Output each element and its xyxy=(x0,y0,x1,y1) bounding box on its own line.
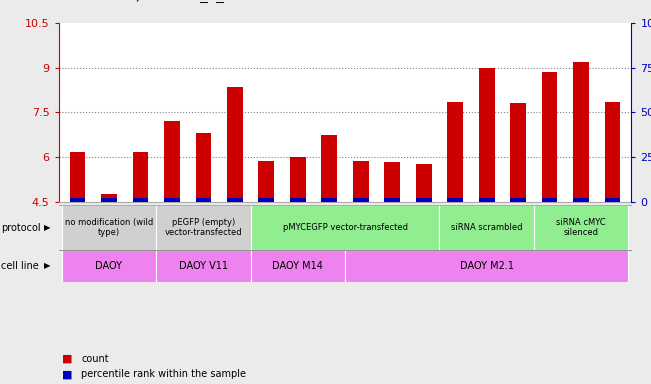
Bar xyxy=(510,103,526,202)
Bar xyxy=(195,198,212,202)
Bar xyxy=(251,205,439,250)
Bar xyxy=(195,133,212,202)
Text: pMYCEGFP vector-transfected: pMYCEGFP vector-transfected xyxy=(283,223,408,232)
Bar xyxy=(70,152,85,202)
Bar xyxy=(133,152,148,202)
Bar xyxy=(439,205,534,250)
Bar xyxy=(384,198,400,202)
Bar xyxy=(322,135,337,202)
Bar xyxy=(101,198,117,202)
Bar xyxy=(62,205,156,250)
Text: no modification (wild
type): no modification (wild type) xyxy=(65,218,153,237)
Text: DAOY V11: DAOY V11 xyxy=(179,261,228,271)
Bar xyxy=(227,198,243,202)
Text: ■: ■ xyxy=(62,354,72,364)
Bar xyxy=(322,198,337,202)
Bar xyxy=(227,87,243,202)
Text: ▶: ▶ xyxy=(44,262,50,270)
Bar xyxy=(101,194,117,202)
Text: pEGFP (empty)
vector-transfected: pEGFP (empty) vector-transfected xyxy=(165,218,242,237)
Bar xyxy=(510,198,526,202)
Bar xyxy=(290,198,306,202)
Bar xyxy=(478,198,495,202)
Text: count: count xyxy=(81,354,109,364)
Text: percentile rank within the sample: percentile rank within the sample xyxy=(81,369,246,379)
Bar xyxy=(605,198,620,202)
Bar xyxy=(164,121,180,202)
Bar xyxy=(251,250,345,282)
Text: cell line: cell line xyxy=(1,261,38,271)
Bar xyxy=(62,250,156,282)
Bar xyxy=(345,250,628,282)
Text: ■: ■ xyxy=(62,369,72,379)
Bar xyxy=(164,198,180,202)
Bar xyxy=(156,250,251,282)
Bar xyxy=(384,162,400,202)
Bar xyxy=(290,157,306,202)
Text: DAOY: DAOY xyxy=(96,261,122,271)
Bar xyxy=(416,164,432,202)
Text: GDS4466 / 240433_x_at: GDS4466 / 240433_x_at xyxy=(72,0,240,2)
Text: DAOY M2.1: DAOY M2.1 xyxy=(460,261,514,271)
Text: siRNA cMYC
silenced: siRNA cMYC silenced xyxy=(557,218,606,237)
Text: DAOY M14: DAOY M14 xyxy=(272,261,324,271)
Bar xyxy=(447,102,463,202)
Bar xyxy=(133,198,148,202)
Bar xyxy=(534,205,628,250)
Text: protocol: protocol xyxy=(1,222,40,233)
Bar xyxy=(258,161,274,202)
Bar xyxy=(156,205,251,250)
Bar xyxy=(574,62,589,202)
Bar xyxy=(605,102,620,202)
Bar xyxy=(258,198,274,202)
Bar xyxy=(70,198,85,202)
Bar xyxy=(542,198,557,202)
Bar xyxy=(542,72,557,202)
Bar xyxy=(478,68,495,202)
Bar xyxy=(416,198,432,202)
Text: siRNA scrambled: siRNA scrambled xyxy=(451,223,522,232)
Bar xyxy=(574,198,589,202)
Bar xyxy=(353,161,368,202)
Text: ▶: ▶ xyxy=(44,223,50,232)
Bar xyxy=(353,198,368,202)
Bar xyxy=(447,198,463,202)
